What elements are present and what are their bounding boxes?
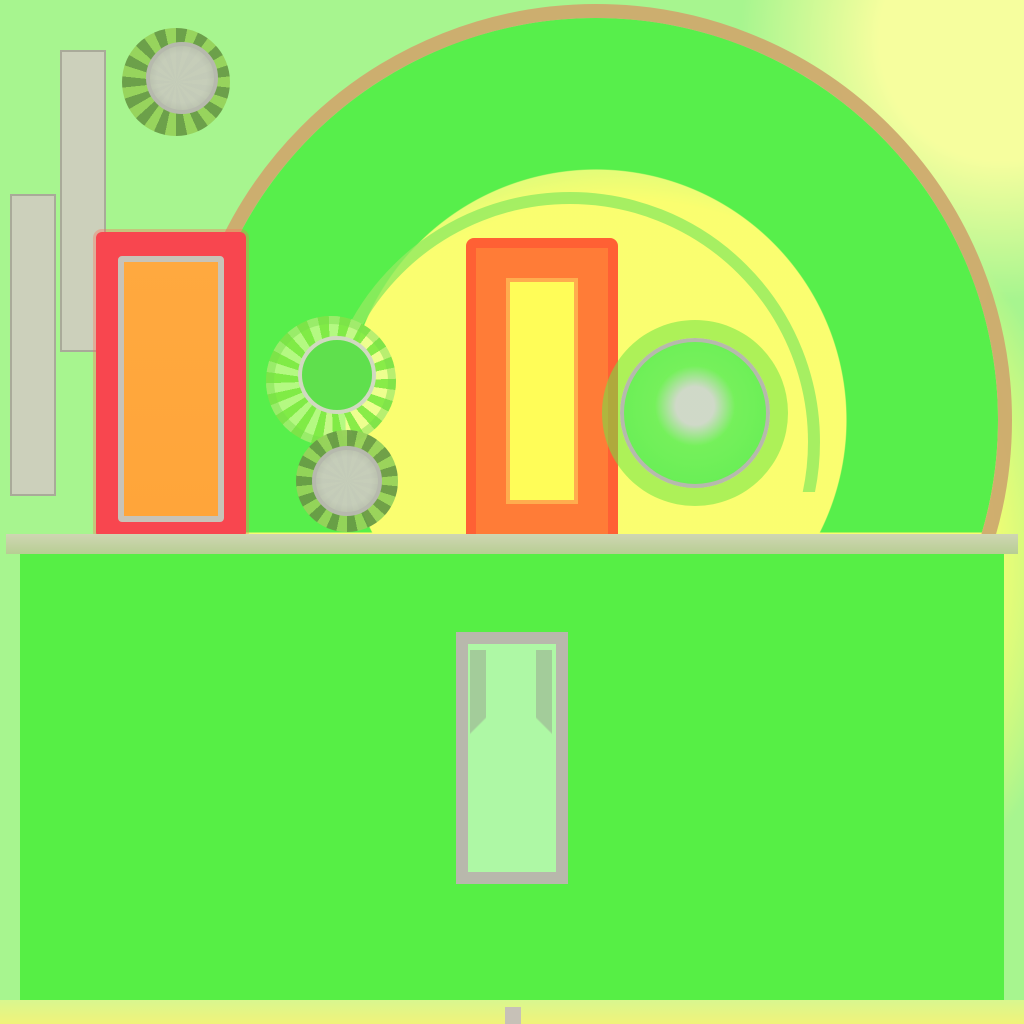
left-orange-slot[interactable] <box>118 256 224 522</box>
divider-band <box>6 534 1018 554</box>
lower-light-panel[interactable] <box>456 632 568 884</box>
bottom-center-tick <box>505 1007 521 1024</box>
left-lower-post <box>10 194 56 496</box>
center-right-node-icon[interactable] <box>620 338 770 488</box>
top-left-node-icon[interactable] <box>146 42 218 114</box>
left-lower-node-icon[interactable] <box>312 446 382 516</box>
left-upper-node-icon[interactable] <box>298 336 376 414</box>
center-orange-slot-hole <box>506 278 578 504</box>
panel-left-shading <box>470 650 486 870</box>
panel-right-shading <box>536 650 552 870</box>
lower-green-field <box>20 554 1004 1004</box>
